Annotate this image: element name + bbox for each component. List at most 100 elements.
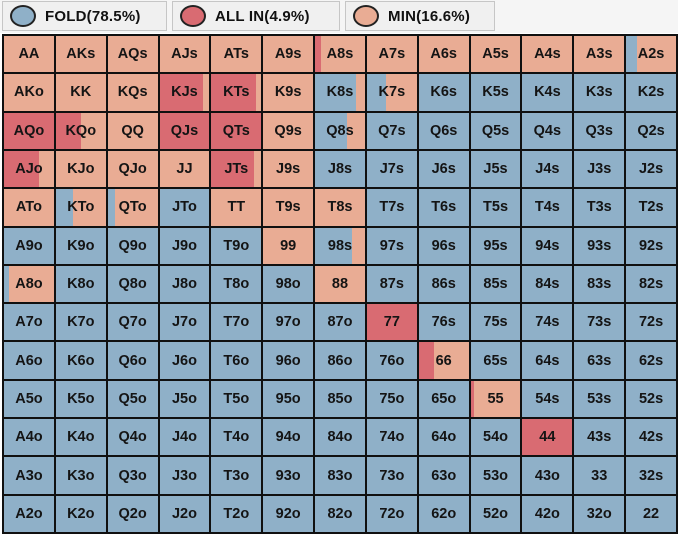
hand-cell-72s[interactable]: 72s xyxy=(626,304,676,341)
hand-cell-T2s[interactable]: T2s xyxy=(626,189,676,226)
hand-cell-86s[interactable]: 86s xyxy=(418,265,469,303)
hand-cell-AKs[interactable]: AKs xyxy=(55,36,106,73)
hand-cell-77[interactable]: 77 xyxy=(366,304,417,341)
hand-cell-QQ[interactable]: QQ xyxy=(107,112,158,149)
hand-cell-A4s[interactable]: A4s xyxy=(522,36,573,73)
hand-cell-75o[interactable]: 75o xyxy=(366,380,417,418)
hand-cell-K6o[interactable]: K6o xyxy=(55,342,106,379)
hand-cell-T7s[interactable]: T7s xyxy=(366,189,417,226)
hand-cell-KTs[interactable]: KTs xyxy=(211,74,262,111)
hand-cell-T8o[interactable]: T8o xyxy=(211,265,262,303)
hand-cell-T9o[interactable]: T9o xyxy=(211,227,262,264)
hand-cell-Q2o[interactable]: Q2o xyxy=(107,495,158,532)
hand-cell-64s[interactable]: 64s xyxy=(522,342,573,379)
hand-cell-62o[interactable]: 62o xyxy=(418,495,469,532)
hand-cell-QJo[interactable]: QJo xyxy=(107,150,158,188)
hand-cell-K7o[interactable]: K7o xyxy=(55,304,106,341)
hand-cell-95o[interactable]: 95o xyxy=(263,380,314,418)
hand-cell-ATs[interactable]: ATs xyxy=(211,36,262,73)
hand-cell-52o[interactable]: 52o xyxy=(470,495,521,532)
hand-cell-J5s[interactable]: J5s xyxy=(470,150,521,188)
hand-cell-T8s[interactable]: T8s xyxy=(315,189,365,226)
hand-cell-33[interactable]: 33 xyxy=(574,457,625,494)
hand-cell-KJs[interactable]: KJs xyxy=(159,74,210,111)
hand-cell-32o[interactable]: 32o xyxy=(574,495,625,532)
hand-cell-54o[interactable]: 54o xyxy=(470,419,521,456)
hand-cell-75s[interactable]: 75s xyxy=(470,304,521,341)
hand-cell-A5s[interactable]: A5s xyxy=(470,36,521,73)
hand-cell-J2o[interactable]: J2o xyxy=(159,495,210,532)
hand-cell-43o[interactable]: 43o xyxy=(522,457,573,494)
hand-cell-43s[interactable]: 43s xyxy=(574,419,625,456)
hand-cell-99[interactable]: 99 xyxy=(263,227,314,264)
hand-cell-63s[interactable]: 63s xyxy=(574,342,625,379)
hand-cell-T5s[interactable]: T5s xyxy=(470,189,521,226)
hand-cell-A9o[interactable]: A9o xyxy=(4,227,54,264)
hand-cell-A8s[interactable]: A8s xyxy=(315,36,365,73)
hand-cell-76s[interactable]: 76s xyxy=(418,304,469,341)
hand-cell-A3s[interactable]: A3s xyxy=(574,36,625,73)
hand-cell-JTs[interactable]: JTs xyxy=(211,150,262,188)
hand-cell-J8s[interactable]: J8s xyxy=(315,150,365,188)
hand-cell-K5s[interactable]: K5s xyxy=(470,74,521,111)
hand-cell-Q9s[interactable]: Q9s xyxy=(263,112,314,149)
hand-cell-64o[interactable]: 64o xyxy=(418,419,469,456)
hand-cell-Q5o[interactable]: Q5o xyxy=(107,380,158,418)
hand-cell-T3s[interactable]: T3s xyxy=(574,189,625,226)
hand-cell-KK[interactable]: KK xyxy=(55,74,106,111)
hand-cell-T7o[interactable]: T7o xyxy=(211,304,262,341)
hand-cell-T9s[interactable]: T9s xyxy=(263,189,314,226)
hand-cell-44[interactable]: 44 xyxy=(522,419,573,456)
hand-cell-86o[interactable]: 86o xyxy=(315,342,365,379)
hand-cell-AJo[interactable]: AJo xyxy=(4,150,54,188)
hand-cell-K4s[interactable]: K4s xyxy=(522,74,573,111)
hand-cell-A5o[interactable]: A5o xyxy=(4,380,54,418)
hand-cell-J9o[interactable]: J9o xyxy=(159,227,210,264)
hand-cell-32s[interactable]: 32s xyxy=(626,457,676,494)
hand-cell-AA[interactable]: AA xyxy=(4,36,54,73)
hand-cell-K2o[interactable]: K2o xyxy=(55,495,106,532)
hand-cell-82o[interactable]: 82o xyxy=(315,495,365,532)
hand-cell-92s[interactable]: 92s xyxy=(626,227,676,264)
hand-cell-88[interactable]: 88 xyxy=(315,265,365,303)
hand-cell-Q5s[interactable]: Q5s xyxy=(470,112,521,149)
hand-cell-QTs[interactable]: QTs xyxy=(211,112,262,149)
hand-cell-J3o[interactable]: J3o xyxy=(159,457,210,494)
hand-cell-55[interactable]: 55 xyxy=(470,380,521,418)
hand-cell-K3s[interactable]: K3s xyxy=(574,74,625,111)
hand-cell-73o[interactable]: 73o xyxy=(366,457,417,494)
hand-cell-83s[interactable]: 83s xyxy=(574,265,625,303)
hand-cell-73s[interactable]: 73s xyxy=(574,304,625,341)
hand-cell-K8s[interactable]: K8s xyxy=(315,74,365,111)
hand-cell-22[interactable]: 22 xyxy=(626,495,676,532)
hand-cell-96s[interactable]: 96s xyxy=(418,227,469,264)
hand-cell-T6o[interactable]: T6o xyxy=(211,342,262,379)
hand-cell-T4s[interactable]: T4s xyxy=(522,189,573,226)
hand-cell-84s[interactable]: 84s xyxy=(522,265,573,303)
hand-cell-J6o[interactable]: J6o xyxy=(159,342,210,379)
hand-cell-98o[interactable]: 98o xyxy=(263,265,314,303)
hand-cell-K2s[interactable]: K2s xyxy=(626,74,676,111)
hand-cell-A9s[interactable]: A9s xyxy=(263,36,314,73)
hand-cell-J3s[interactable]: J3s xyxy=(574,150,625,188)
hand-cell-J7o[interactable]: J7o xyxy=(159,304,210,341)
hand-cell-J9s[interactable]: J9s xyxy=(263,150,314,188)
hand-cell-94s[interactable]: 94s xyxy=(522,227,573,264)
hand-cell-96o[interactable]: 96o xyxy=(263,342,314,379)
hand-cell-Q8s[interactable]: Q8s xyxy=(315,112,365,149)
hand-cell-52s[interactable]: 52s xyxy=(626,380,676,418)
hand-cell-42o[interactable]: 42o xyxy=(522,495,573,532)
hand-cell-94o[interactable]: 94o xyxy=(263,419,314,456)
hand-cell-Q4s[interactable]: Q4s xyxy=(522,112,573,149)
hand-cell-T5o[interactable]: T5o xyxy=(211,380,262,418)
hand-cell-83o[interactable]: 83o xyxy=(315,457,365,494)
hand-cell-A2o[interactable]: A2o xyxy=(4,495,54,532)
hand-cell-A6s[interactable]: A6s xyxy=(418,36,469,73)
hand-cell-J6s[interactable]: J6s xyxy=(418,150,469,188)
hand-cell-J7s[interactable]: J7s xyxy=(366,150,417,188)
hand-cell-87s[interactable]: 87s xyxy=(366,265,417,303)
hand-cell-A7s[interactable]: A7s xyxy=(366,36,417,73)
hand-cell-K4o[interactable]: K4o xyxy=(55,419,106,456)
legend-item-allin[interactable]: ALL IN(4.9%) xyxy=(172,1,340,31)
hand-cell-J5o[interactable]: J5o xyxy=(159,380,210,418)
